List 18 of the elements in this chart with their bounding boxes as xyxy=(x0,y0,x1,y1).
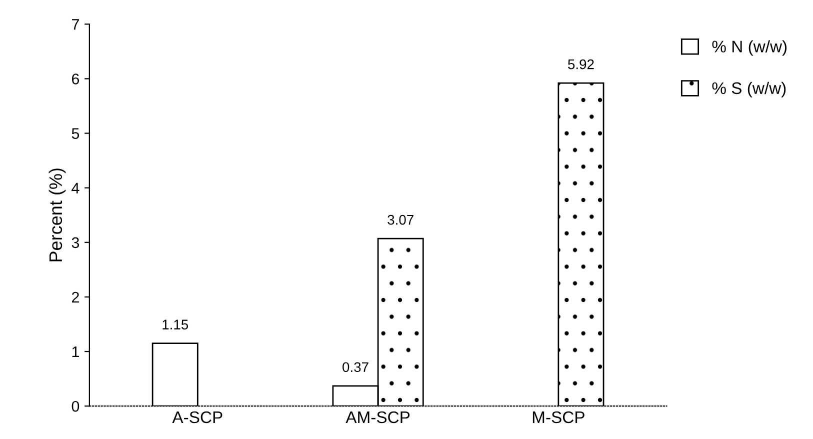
data-label: 5.92 xyxy=(568,59,594,70)
y-tick-label: 5 xyxy=(72,128,80,139)
y-tick-label: 6 xyxy=(72,74,80,84)
legend-label: % N (w/w) xyxy=(712,40,787,56)
x-tick-label: A-SCP xyxy=(172,411,222,424)
y-tick-label: 1 xyxy=(72,346,79,358)
y-tick-label: 2 xyxy=(72,292,79,302)
y-axis-title: Percent (%) xyxy=(48,168,66,262)
legend-label: % S (w/w) xyxy=(712,82,786,98)
y-tick-label: 0 xyxy=(72,400,80,412)
x-tick-label: M-SCP xyxy=(532,411,584,424)
y-tick-label: 7 xyxy=(72,19,79,30)
x-tick-label: AM-SCP xyxy=(346,411,410,424)
data-label: 1.15 xyxy=(162,320,188,330)
data-label: 3.07 xyxy=(388,214,414,225)
y-tick-label: 3 xyxy=(72,237,80,248)
data-label: 0.37 xyxy=(342,362,368,372)
y-tick-label: 4 xyxy=(72,182,80,194)
